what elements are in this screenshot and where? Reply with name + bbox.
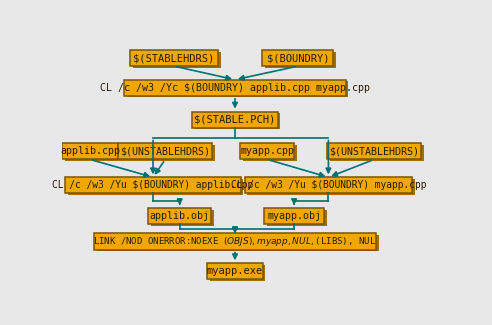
Text: $(UNSTABLEHDRS): $(UNSTABLEHDRS) <box>329 146 419 156</box>
FancyBboxPatch shape <box>245 177 412 193</box>
FancyBboxPatch shape <box>151 210 214 226</box>
FancyBboxPatch shape <box>240 143 295 160</box>
Text: myapp.cpp: myapp.cpp <box>241 146 294 156</box>
FancyBboxPatch shape <box>68 179 244 195</box>
FancyBboxPatch shape <box>118 143 212 160</box>
Text: myapp.exe: myapp.exe <box>207 266 263 276</box>
Text: $(STABLE.PCH): $(STABLE.PCH) <box>194 115 276 124</box>
FancyBboxPatch shape <box>121 145 215 161</box>
FancyBboxPatch shape <box>265 51 336 68</box>
FancyBboxPatch shape <box>243 145 297 161</box>
Text: $(BOUNDRY): $(BOUNDRY) <box>267 53 329 63</box>
FancyBboxPatch shape <box>65 177 241 193</box>
Text: CL /c /w3 /Yc $(BOUNDRY) applib.cpp myapp.cpp: CL /c /w3 /Yc $(BOUNDRY) applib.cpp myap… <box>100 83 370 93</box>
FancyBboxPatch shape <box>207 263 263 279</box>
FancyBboxPatch shape <box>247 179 415 195</box>
FancyBboxPatch shape <box>94 233 376 250</box>
Text: applib.obj: applib.obj <box>150 211 210 221</box>
FancyBboxPatch shape <box>65 145 121 161</box>
FancyBboxPatch shape <box>262 50 334 66</box>
FancyBboxPatch shape <box>330 145 424 161</box>
Text: applib.cpp: applib.cpp <box>60 146 120 156</box>
FancyBboxPatch shape <box>149 208 211 224</box>
Text: CL /c /w3 /Yu $(BOUNDRY) myapp.cpp: CL /c /w3 /Yu $(BOUNDRY) myapp.cpp <box>231 180 426 190</box>
Text: myapp.obj: myapp.obj <box>267 211 321 221</box>
FancyBboxPatch shape <box>124 80 345 96</box>
FancyBboxPatch shape <box>264 208 324 224</box>
FancyBboxPatch shape <box>62 143 118 160</box>
FancyBboxPatch shape <box>267 210 327 226</box>
FancyBboxPatch shape <box>133 51 220 68</box>
FancyBboxPatch shape <box>327 143 421 160</box>
FancyBboxPatch shape <box>192 111 277 128</box>
Text: $(STABLEHDRS): $(STABLEHDRS) <box>133 53 215 63</box>
Text: CL /c /w3 /Yu $(BOUNDRY) applib.cpp: CL /c /w3 /Yu $(BOUNDRY) applib.cpp <box>52 180 254 190</box>
FancyBboxPatch shape <box>210 265 266 281</box>
FancyBboxPatch shape <box>127 81 348 97</box>
Text: $(UNSTABLEHDRS): $(UNSTABLEHDRS) <box>120 146 210 156</box>
FancyBboxPatch shape <box>195 113 280 129</box>
Text: LINK /NOD ONERROR:NOEXE $(OBJS), myapp, NUL, $(LIBS), NUL: LINK /NOD ONERROR:NOEXE $(OBJS), myapp, … <box>93 235 376 248</box>
FancyBboxPatch shape <box>96 235 379 251</box>
FancyBboxPatch shape <box>130 50 218 66</box>
